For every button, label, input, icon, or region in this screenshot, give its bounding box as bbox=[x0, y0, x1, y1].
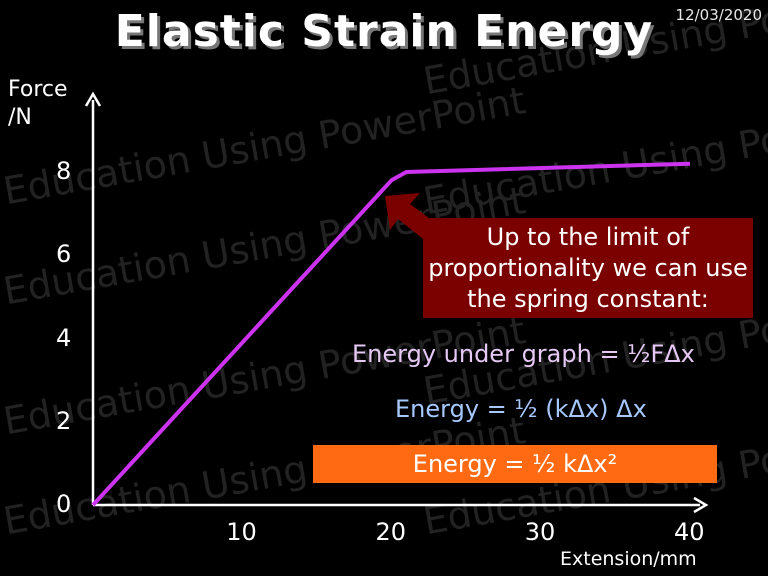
proportionality-callout: Up to the limit of proportionality we ca… bbox=[423, 218, 753, 318]
y-axis-label-line2: /N bbox=[8, 105, 32, 130]
x-tick-label: 20 bbox=[375, 518, 407, 546]
y-tick-label: 8 bbox=[56, 157, 72, 185]
slide-title: Elastic Strain Energy bbox=[114, 6, 654, 57]
x-axis-arrowhead bbox=[693, 496, 709, 514]
series-line bbox=[91, 161, 691, 507]
callout-text: Up to the limit of proportionality we ca… bbox=[428, 222, 748, 313]
slide-date: 12/03/2020 bbox=[675, 6, 762, 24]
y-axis-arrowhead bbox=[84, 91, 102, 107]
energy-under-graph-equation: Energy under graph = ½FΔx bbox=[352, 340, 695, 368]
energy-kx-equation: Energy = ½ (kΔx) Δx bbox=[395, 395, 647, 423]
x-axis-label: Extension/mm bbox=[560, 548, 697, 570]
y-tick-label: 6 bbox=[56, 240, 72, 269]
x-tick-label: 30 bbox=[524, 518, 556, 546]
y-axis-label-line1: Force bbox=[8, 77, 68, 102]
y-axis-label: Force /N bbox=[8, 76, 68, 132]
y-tick-label: 4 bbox=[56, 323, 72, 352]
y-tick-label: 0 bbox=[56, 490, 72, 518]
energy-final-equation: Energy = ½ kΔx² bbox=[313, 445, 717, 483]
x-tick-label: 10 bbox=[226, 518, 257, 546]
y-tick-label: 2 bbox=[56, 406, 72, 435]
x-tick-label: 40 bbox=[674, 518, 705, 546]
